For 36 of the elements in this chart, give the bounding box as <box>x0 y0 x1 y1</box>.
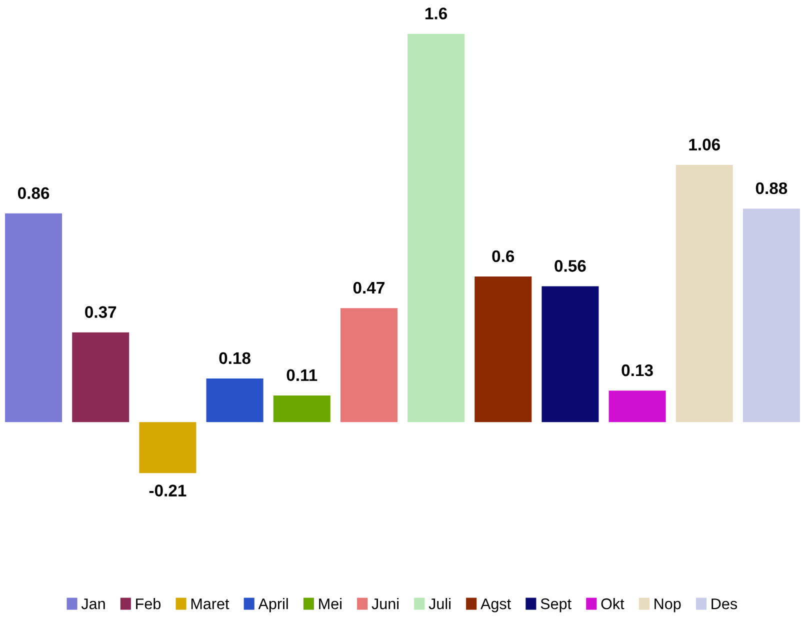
bar <box>608 390 666 422</box>
bar <box>676 164 733 422</box>
legend-label: Nop <box>654 598 681 612</box>
bar <box>542 286 599 422</box>
data-label: 0.6 <box>492 250 514 262</box>
data-label: 0.11 <box>286 369 318 382</box>
data-label: 0.18 <box>219 352 250 364</box>
legend-label: Okt <box>601 598 624 610</box>
bar <box>206 378 264 422</box>
legend-label: Agst <box>480 598 511 612</box>
bar <box>742 208 800 422</box>
data-label: 0.88 <box>756 182 788 194</box>
data-label: 0.37 <box>85 306 116 318</box>
data-label: -0.21 <box>149 484 186 496</box>
bar <box>139 422 196 474</box>
data-label: 0.13 <box>622 364 653 376</box>
legend-label: Jan <box>81 598 105 610</box>
bar <box>340 308 398 422</box>
legend-label: Des <box>712 598 738 610</box>
data-label: 0.47 <box>353 282 384 294</box>
bar <box>72 332 130 422</box>
bar <box>408 34 465 422</box>
data-label: 0.56 <box>554 260 586 272</box>
legend-label: Maret <box>191 598 230 610</box>
legend-label: April <box>258 598 288 612</box>
bar <box>5 213 62 422</box>
legend-label: Sept <box>540 598 572 612</box>
data-label: 1.6 <box>426 8 448 20</box>
bar <box>474 276 532 422</box>
legend-label: Juni <box>372 598 398 610</box>
legend-label: Mei <box>319 598 342 610</box>
data-label: 0.86 <box>18 187 50 200</box>
legend-label: Feb <box>136 598 161 610</box>
data-label: 1.06 <box>689 138 720 150</box>
bar <box>273 395 330 422</box>
legend-label: Juli <box>428 598 450 610</box>
